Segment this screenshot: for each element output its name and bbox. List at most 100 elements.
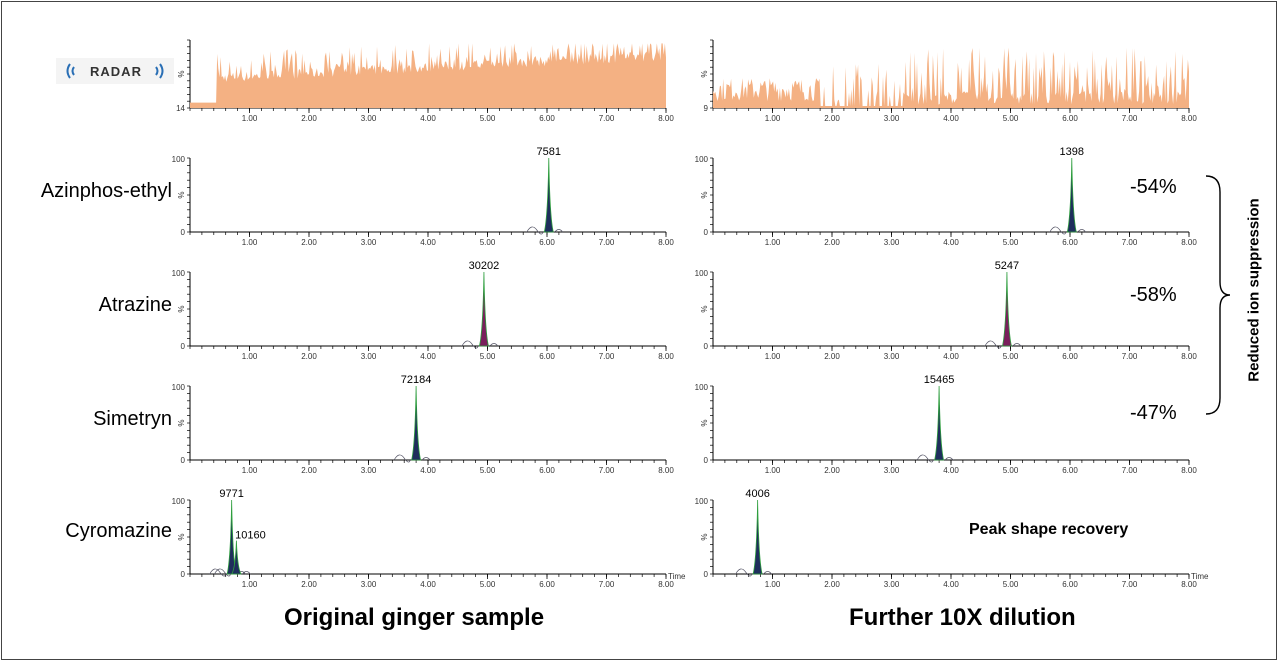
azinphos-ethyl-left-x-tick-label: 4.00 xyxy=(420,238,436,247)
tic-left-x-tick-label: 4.00 xyxy=(420,114,436,123)
cyromazine-right-x-tick-label: 2.00 xyxy=(824,580,840,589)
simetryn-left-x-tick-label: 8.00 xyxy=(658,466,674,475)
simetryn-left-peak xyxy=(411,385,422,461)
simetryn-right-x-tick-label: 3.00 xyxy=(884,466,900,475)
simetryn-left-y-axis-label: % xyxy=(177,419,186,426)
cyromazine-left-x-tick-label: 6.00 xyxy=(539,580,555,589)
azinphos-ethyl-left-y-tick-label: 100 xyxy=(172,155,186,164)
azinphos-ethyl-left-y-tick-label: 0 xyxy=(181,228,186,237)
azinphos-ethyl-right-x-tick-label: 6.00 xyxy=(1062,238,1078,247)
radar-logo: RADAR xyxy=(56,58,174,84)
tic-right-x-tick-label: 6.00 xyxy=(1062,114,1078,123)
cyromazine-left-peak xyxy=(231,540,242,575)
azinphos-ethyl-right-y-axis-label: % xyxy=(700,191,709,198)
azinphos-ethyl-right-x-tick-label: 4.00 xyxy=(943,238,959,247)
tic-right-x-tick-label: 8.00 xyxy=(1181,114,1197,123)
atrazine-left-axes: 1.00 2.00 3.00 4.00 5.00 6.00 7.00 8.00% 0 100 xyxy=(172,269,675,361)
atrazine-right-baseline-noise xyxy=(984,340,1022,349)
azinphos-ethyl-right-y-tick-label: 0 xyxy=(704,228,709,237)
simetryn-left-x-tick-label: 5.00 xyxy=(480,466,496,475)
atrazine-left-x-tick-label: 2.00 xyxy=(301,352,317,361)
tic-left-x-tick-label: 5.00 xyxy=(480,114,496,123)
atrazine-left-peak-label: 30202 xyxy=(469,260,500,272)
atrazine-left-y-axis-label: % xyxy=(177,305,186,312)
cyromazine-left-y-tick-label: 0 xyxy=(181,570,186,579)
cyromazine-right-y-tick-label: 100 xyxy=(695,497,709,506)
atrazine-right-x-tick-label: 2.00 xyxy=(824,352,840,361)
cyromazine-right-x-tick-label: 3.00 xyxy=(884,580,900,589)
atrazine-left-x-tick-label: 8.00 xyxy=(658,352,674,361)
simetryn-right-x-tick-label: 5.00 xyxy=(1003,466,1019,475)
tic-right-y-min-label: 9 xyxy=(704,104,709,113)
cyromazine-right-x-axis-label: Time xyxy=(1191,572,1209,581)
simetryn-right-peak xyxy=(934,385,945,461)
atrazine-left-x-tick-label: 6.00 xyxy=(539,352,555,361)
azinphos-ethyl-right-peak-label: 1398 xyxy=(1060,146,1084,158)
tic-right-x-tick-label: 1.00 xyxy=(765,114,781,123)
azinphos-ethyl-left-peak xyxy=(543,157,554,233)
cyromazine-right-y-axis-label: % xyxy=(700,533,709,540)
simetryn-right-axes: 1.00 2.00 3.00 4.00 5.00 6.00 7.00 8.00% 0 100 xyxy=(695,383,1198,475)
atrazine-left-x-tick-label: 4.00 xyxy=(420,352,436,361)
radar-waves-icon xyxy=(66,63,75,79)
cyromazine-left-y-tick-label: 100 xyxy=(172,497,186,506)
logo-text: RADAR xyxy=(90,63,142,79)
cyromazine-right-y-tick-label: 0 xyxy=(704,570,709,579)
simetryn-right-x-tick-label: 1.00 xyxy=(765,466,781,475)
simetryn-left-baseline-noise xyxy=(393,454,431,463)
tic-left-x-tick-label: 1.00 xyxy=(242,114,258,123)
simetryn-right-peak-label: 15465 xyxy=(924,374,955,386)
radar-waves-icon-right xyxy=(155,63,164,79)
simetryn-left-y-tick-label: 100 xyxy=(172,383,186,392)
tic-left-x-tick-label: 6.00 xyxy=(539,114,555,123)
right-panel-title: Further 10X dilution xyxy=(849,604,1076,631)
azinphos-ethyl-left-x-tick-label: 7.00 xyxy=(599,238,615,247)
cyromazine-left-x-tick-label: 1.00 xyxy=(242,580,258,589)
tic-right-trace xyxy=(713,47,1189,108)
atrazine-right-x-tick-label: 7.00 xyxy=(1122,352,1138,361)
azinphos-ethyl-left-x-tick-label: 8.00 xyxy=(658,238,674,247)
azinphos-ethyl-left-x-tick-label: 1.00 xyxy=(242,238,258,247)
azinphos-ethyl-left-x-tick-label: 2.00 xyxy=(301,238,317,247)
cyromazine-right-x-tick-label: 5.00 xyxy=(1003,580,1019,589)
cyromazine-right-x-tick-label: 1.00 xyxy=(765,580,781,589)
tic-right-axes: 1.00 2.00 3.00 4.00 5.00 6.00 7.00 8.00% xyxy=(700,39,1197,123)
atrazine-left-peak xyxy=(478,271,489,347)
compound-label-azinphos-ethyl: Azinphos-ethyl xyxy=(40,180,172,202)
change-azinphos-ethyl: -54% xyxy=(1130,176,1177,198)
cyromazine-right-peak-label: 4006 xyxy=(745,488,769,500)
atrazine-right-axes: 1.00 2.00 3.00 4.00 5.00 6.00 7.00 8.00% 0 100 xyxy=(695,269,1198,361)
azinphos-ethyl-left-x-tick-label: 5.00 xyxy=(480,238,496,247)
azinphos-ethyl-left-x-tick-label: 3.00 xyxy=(361,238,377,247)
tic-left-y-axis-label: % xyxy=(177,70,186,77)
atrazine-right-y-axis-label: % xyxy=(700,305,709,312)
simetryn-right-y-axis-label: % xyxy=(700,419,709,426)
atrazine-left-x-tick-label: 1.00 xyxy=(242,352,258,361)
tic-right-y-axis-label: % xyxy=(700,70,709,77)
azinphos-ethyl-right-baseline-noise xyxy=(1049,226,1087,235)
simetryn-left-x-tick-label: 1.00 xyxy=(242,466,258,475)
azinphos-ethyl-right-x-tick-label: 2.00 xyxy=(824,238,840,247)
tic-right-x-tick-label: 3.00 xyxy=(884,114,900,123)
simetryn-left-y-tick-label: 0 xyxy=(181,456,186,465)
compound-label-atrazine: Atrazine xyxy=(98,294,172,316)
simetryn-left-peak-label: 72184 xyxy=(401,374,432,386)
atrazine-right-x-tick-label: 8.00 xyxy=(1181,352,1197,361)
tic-left-x-tick-label: 3.00 xyxy=(361,114,377,123)
tic-right-x-tick-label: 2.00 xyxy=(824,114,840,123)
cyromazine-left-peak-label: 9771 xyxy=(219,488,243,500)
peak-shape-note: Peak shape recovery xyxy=(969,521,1129,538)
cyromazine-left-x-tick-label: 4.00 xyxy=(420,580,436,589)
cyromazine-right-baseline-noise xyxy=(735,568,772,577)
change-atrazine: -58% xyxy=(1130,284,1177,306)
tic-left-x-tick-label: 2.00 xyxy=(301,114,317,123)
cyromazine-right-x-tick-label: 7.00 xyxy=(1122,580,1138,589)
change-simetryn: -47% xyxy=(1130,402,1177,424)
atrazine-right-x-tick-label: 1.00 xyxy=(765,352,781,361)
atrazine-right-x-tick-label: 4.00 xyxy=(943,352,959,361)
cyromazine-left-x-tick-label: 8.00 xyxy=(658,580,674,589)
atrazine-right-x-tick-label: 6.00 xyxy=(1062,352,1078,361)
suppression-bracket xyxy=(1205,175,1230,415)
cyromazine-left-x-tick-label: 7.00 xyxy=(599,580,615,589)
simetryn-right-x-tick-label: 4.00 xyxy=(943,466,959,475)
